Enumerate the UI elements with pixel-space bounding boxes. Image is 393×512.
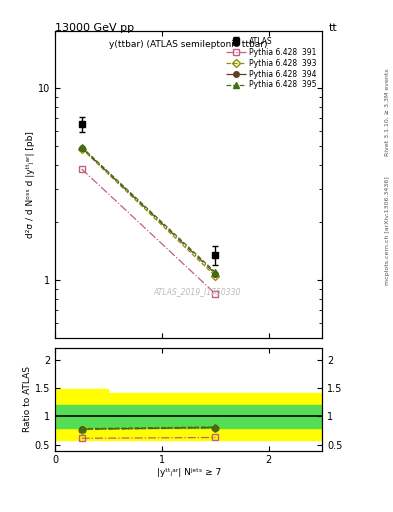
Pythia 6.428  391 xyxy=(79,166,84,172)
Bar xyxy=(55,389,108,405)
Bar xyxy=(55,393,322,440)
Text: 13000 GeV pp: 13000 GeV pp xyxy=(55,23,134,33)
Pythia 6.428  395 xyxy=(213,269,218,275)
Y-axis label: d²σ / d Nᵒˢˢ d |yᵗᵗⱼᵃʳ| [pb]: d²σ / d Nᵒˢˢ d |yᵗᵗⱼᵃʳ| [pb] xyxy=(26,131,35,238)
Pythia 6.428  395 xyxy=(79,144,84,150)
Line: Pythia 6.428  394: Pythia 6.428 394 xyxy=(79,145,218,276)
Text: Rivet 3.1.10, ≥ 3.3M events: Rivet 3.1.10, ≥ 3.3M events xyxy=(385,69,389,157)
X-axis label: |yᵗᵗⱼᵃʳ| Nʲᵉᵗˢ ≥ 7: |yᵗᵗⱼᵃʳ| Nʲᵉᵗˢ ≥ 7 xyxy=(156,468,221,477)
Text: tt: tt xyxy=(329,23,338,33)
Legend: ATLAS, Pythia 6.428  391, Pythia 6.428  393, Pythia 6.428  394, Pythia 6.428  39: ATLAS, Pythia 6.428 391, Pythia 6.428 39… xyxy=(224,34,318,92)
Text: mcplots.cern.ch [arXiv:1306.3436]: mcplots.cern.ch [arXiv:1306.3436] xyxy=(385,176,389,285)
Pythia 6.428  394 xyxy=(213,271,218,277)
Y-axis label: Ratio to ATLAS: Ratio to ATLAS xyxy=(23,367,32,432)
Line: Pythia 6.428  391: Pythia 6.428 391 xyxy=(79,166,218,296)
Line: Pythia 6.428  395: Pythia 6.428 395 xyxy=(79,144,218,275)
Text: y(ttbar) (ATLAS semileptonic ttbar): y(ttbar) (ATLAS semileptonic ttbar) xyxy=(109,40,268,49)
Pythia 6.428  391 xyxy=(213,291,218,297)
Line: Pythia 6.428  393: Pythia 6.428 393 xyxy=(79,146,218,279)
Text: ATLAS_2019_I1750330: ATLAS_2019_I1750330 xyxy=(153,287,241,296)
Pythia 6.428  394 xyxy=(79,145,84,151)
Pythia 6.428  393 xyxy=(213,273,218,279)
Bar xyxy=(55,405,322,428)
Pythia 6.428  393 xyxy=(79,145,84,152)
